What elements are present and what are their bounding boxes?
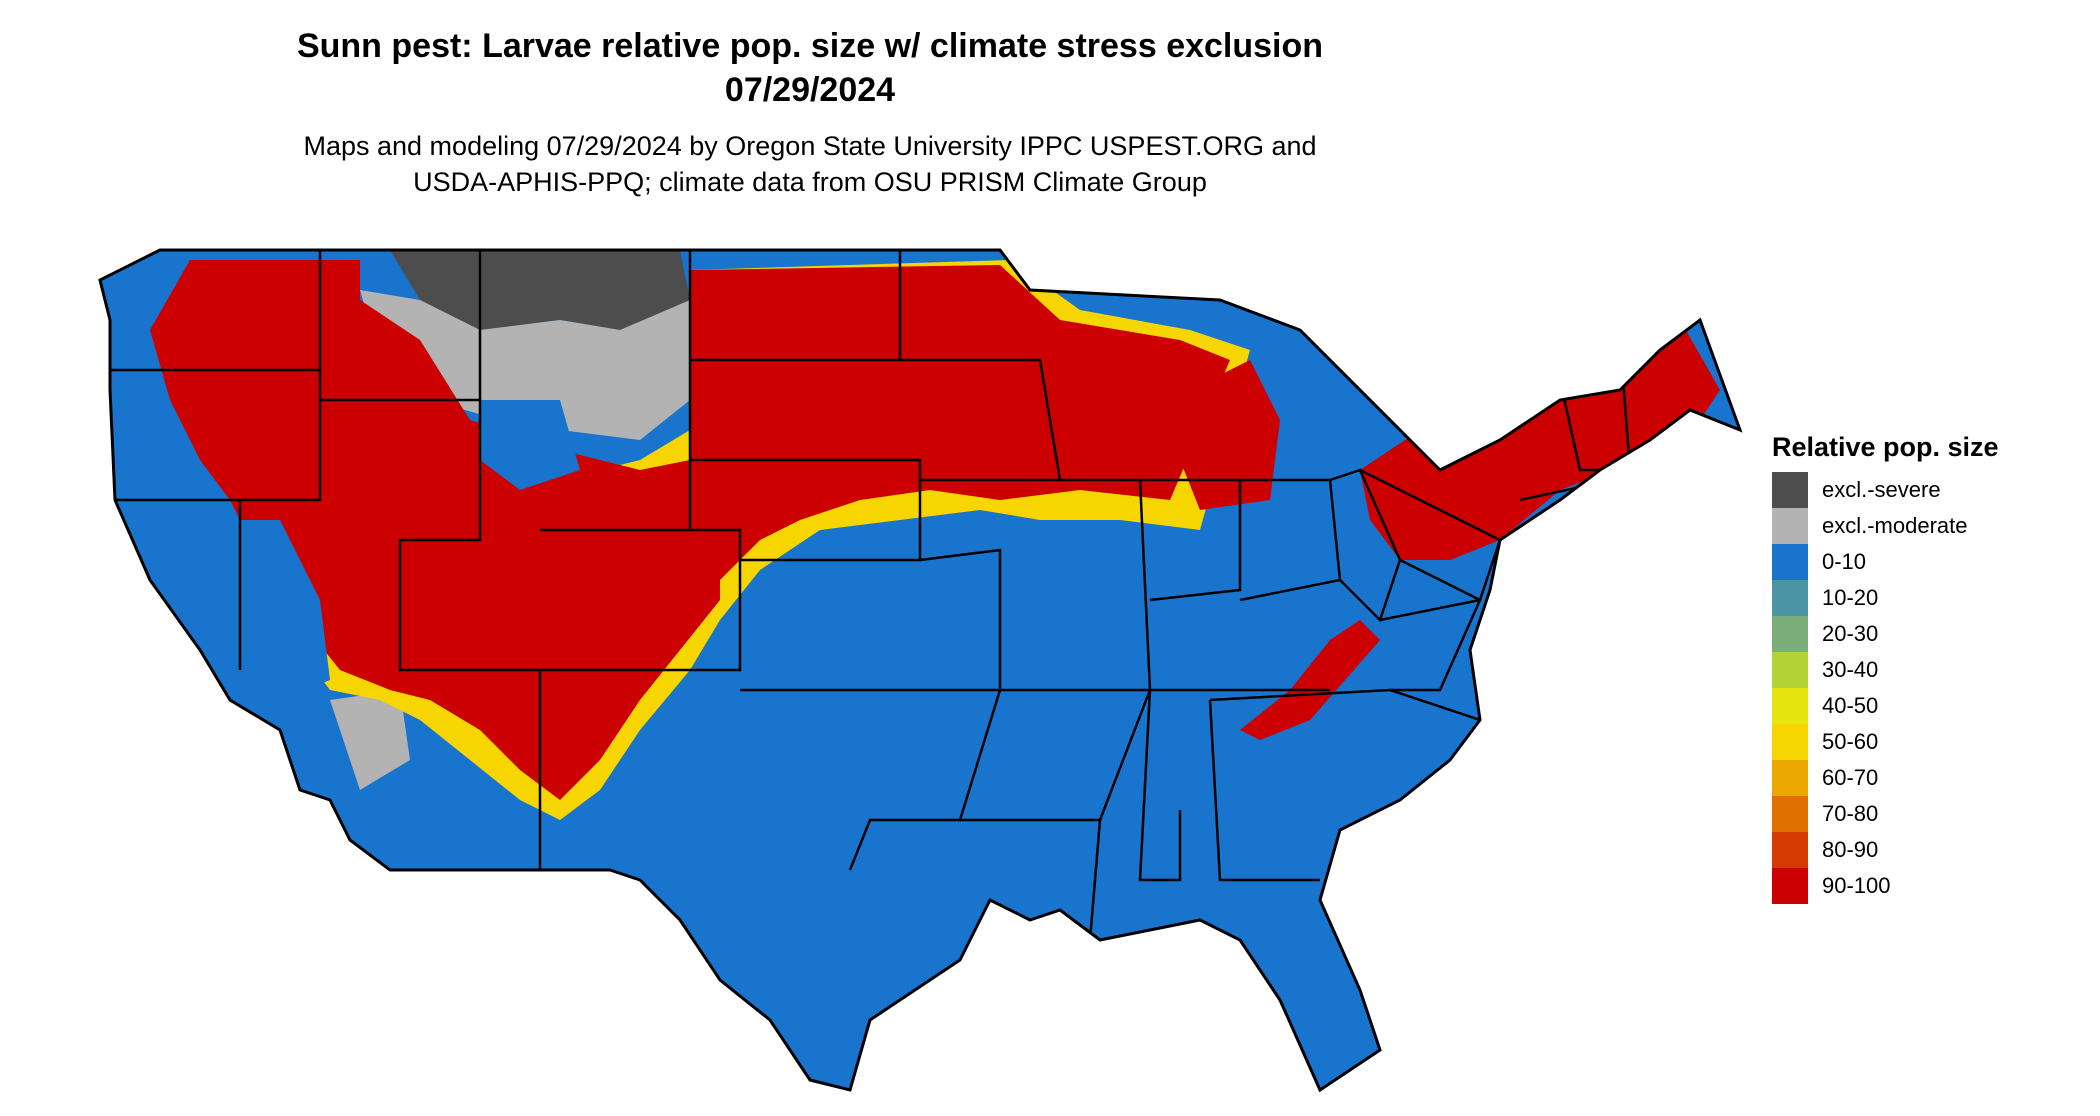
severe-exclusion-area: [390, 250, 690, 330]
legend-swatch: [1772, 760, 1808, 796]
high-pop-intermountain: [150, 260, 720, 800]
legend-label: 60-70: [1822, 765, 1879, 790]
legend-swatch: [1772, 508, 1808, 544]
legend-swatch: [1772, 832, 1808, 868]
legend-label: 30-40: [1822, 657, 1879, 682]
state-boundaries: [110, 250, 1661, 941]
map-date: 07/29/2024: [724, 71, 896, 109]
high-pop-michigan: [1180, 360, 1280, 510]
legend-swatch: [1772, 688, 1808, 724]
legend-title: Relative pop. size: [1772, 432, 1999, 462]
legend-label: 20-30: [1822, 621, 1879, 646]
legend-label: 10-20: [1822, 585, 1879, 610]
legend-swatch: [1772, 796, 1808, 832]
legend: Relative pop. size excl.-severe excl.-mod…: [1772, 430, 1999, 904]
legend-label: 80-90: [1822, 837, 1879, 862]
legend-label: 0-10: [1822, 549, 1867, 574]
legend-items: excl.-severe excl.-moderate 0-10 10-20 20-30…: [1772, 472, 1999, 904]
legend-item: 50-60: [1772, 724, 1999, 760]
legend-label: 40-50: [1822, 693, 1879, 718]
legend-swatch: [1772, 868, 1808, 904]
moderate-exclusion-desert: [330, 690, 410, 790]
legend-item: 70-80: [1772, 796, 1999, 832]
credits-line-2: USDA-APHIS-PPQ; climate data from OSU PR…: [413, 167, 1207, 197]
high-pop-northeast: [1360, 320, 1720, 560]
legend-label: excl.-moderate: [1822, 513, 1968, 538]
legend-item: 10-20: [1772, 580, 1999, 616]
map-title: Sunn pest: Larvae relative pop. size w/ …: [296, 27, 1324, 65]
legend-item: 90-100: [1772, 868, 1999, 904]
legend-swatch: [1772, 544, 1808, 580]
legend-swatch: [1772, 580, 1808, 616]
legend-item: excl.-severe: [1772, 472, 1999, 508]
legend-label: excl.-severe: [1822, 477, 1941, 502]
legend-label: 70-80: [1822, 801, 1879, 826]
legend-label: 90-100: [1822, 873, 1891, 898]
legend-item: 0-10: [1772, 544, 1999, 580]
legend-swatch: [1772, 652, 1808, 688]
legend-item: excl.-moderate: [1772, 508, 1999, 544]
legend-swatch: [1772, 724, 1808, 760]
legend-item: 80-90: [1772, 832, 1999, 868]
legend-label: 50-60: [1822, 729, 1879, 754]
legend-swatch: [1772, 472, 1808, 508]
legend-item: 40-50: [1772, 688, 1999, 724]
credits-line-1: Maps and modeling 07/29/2024 by Oregon S…: [303, 131, 1317, 161]
high-pop-appalachians: [1240, 620, 1380, 740]
low-pop-wyoming-basin: [480, 400, 580, 490]
legend-swatch: [1772, 616, 1808, 652]
legend-item: 60-70: [1772, 760, 1999, 796]
legend-item: 20-30: [1772, 616, 1999, 652]
legend-item: 30-40: [1772, 652, 1999, 688]
high-pop-north-central: [690, 265, 1230, 600]
